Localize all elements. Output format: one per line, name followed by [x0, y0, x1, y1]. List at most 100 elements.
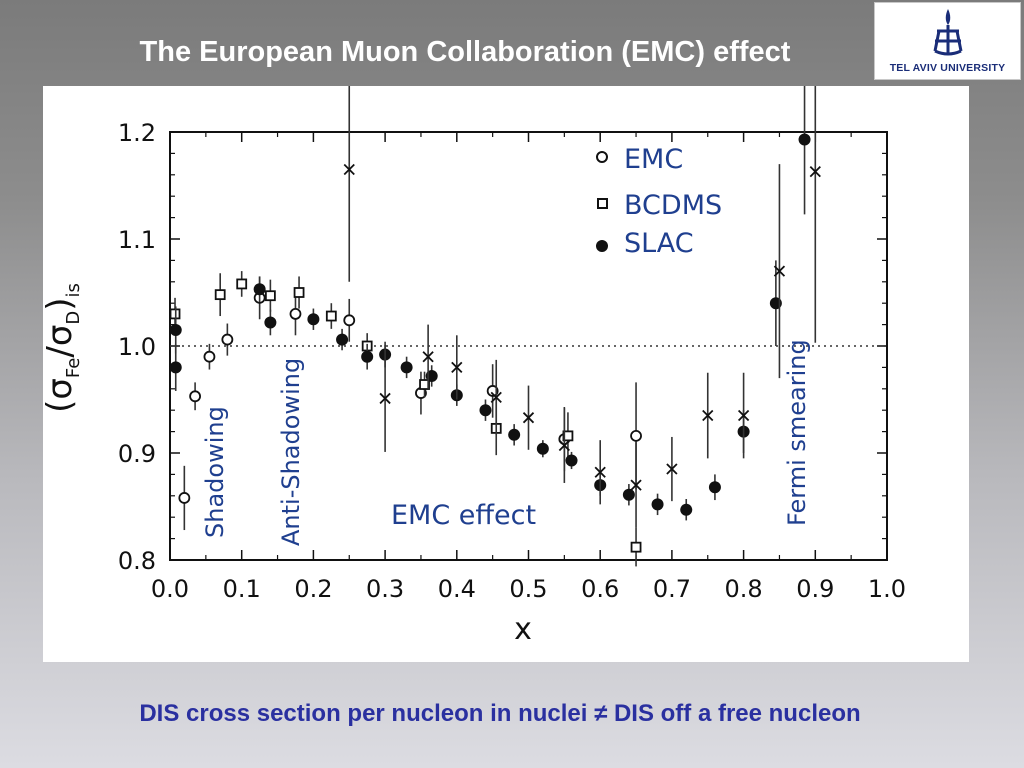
y-tick-label: 0.9 [118, 440, 156, 468]
emc-data-point [203, 350, 216, 363]
y-axis-label-sub-fe: Fe [63, 358, 84, 378]
region-label-emc-effect: EMC effect [391, 500, 536, 531]
slac-data-point [400, 361, 413, 374]
plot-panel: 0.0 0.1 0.2 0.3 0.4 0.5 0.6 0.7 0.8 0.9 1.0 0.8 0.9 1… [40, 0, 969, 662]
x-tick-label: 0.3 [366, 575, 404, 603]
y-axis-label-close: ) [43, 297, 80, 310]
legend-slac-label: SLAC [624, 228, 694, 259]
unlabeled-data-point [522, 412, 535, 424]
legend-bcdms-marker [597, 198, 608, 209]
x-tick-label: 0.1 [223, 575, 261, 603]
x-tick-label: 0.7 [653, 575, 691, 603]
cross-stroke [737, 409, 750, 422]
unlabeled-data-point [451, 361, 463, 374]
x-tick-label: 1.0 [868, 575, 906, 603]
x-tick-label: 0.4 [438, 575, 476, 603]
slac-data-point [169, 361, 182, 374]
y-tick-label: 1.0 [118, 333, 156, 361]
emc-data-point [343, 314, 356, 327]
menorah-emblem-icon [933, 9, 963, 56]
x-tick-label: 0.8 [725, 575, 763, 603]
unlabeled-data-point [594, 466, 606, 478]
unlabeled-data-point [702, 409, 714, 422]
bcdms-data-point [214, 289, 226, 301]
slac-data-point [307, 313, 320, 326]
bcdms-data-point [264, 290, 276, 302]
x-tick-label: 0.2 [294, 575, 332, 603]
slac-data-point [253, 283, 266, 296]
cross-stroke [522, 412, 535, 424]
cross-stroke [666, 463, 678, 475]
cross-stroke [379, 392, 391, 405]
y-axis-label-sub-d: D [63, 311, 84, 325]
cross-stroke [558, 439, 570, 452]
cross-stroke [630, 479, 642, 491]
slac-data-point [479, 404, 492, 417]
slac-data-point [622, 488, 635, 501]
y-tick-label: 1.2 [118, 119, 156, 147]
y-axis-label-mid: /σ [43, 325, 80, 358]
slac-data-point [565, 454, 578, 467]
y-axis-label-sub-is: is [63, 283, 84, 297]
slac-data-point [508, 428, 521, 441]
unlabeled-data-point [490, 391, 502, 403]
cross-stroke [490, 391, 502, 403]
bcdms-data-point [630, 541, 642, 553]
unlabeled-data-point [343, 163, 355, 176]
x-tick-label: 0.6 [581, 575, 619, 603]
slac-data-point [361, 350, 374, 363]
bcdms-data-point [236, 278, 248, 290]
slide-title: The European Muon Collaboration (EMC) ef… [139, 36, 791, 68]
bcdms-data-point [293, 287, 305, 298]
x-axis-label: x [514, 612, 532, 647]
emc-data-point [486, 385, 499, 397]
cross-stroke [451, 361, 463, 374]
slac-data-point [336, 333, 349, 346]
svg-text:(σFe/σD)is: (σFe/σD)is [43, 283, 84, 413]
legend-emc-label: EMC [624, 144, 683, 175]
university-logo: TEL AVIV UNIVERSITY [874, 2, 1021, 80]
legend-slac-marker [596, 240, 608, 252]
unlabeled-data-point [737, 409, 750, 422]
emc-data-point [178, 492, 191, 504]
slac-data-point [798, 133, 811, 146]
bcdms-data-point [562, 430, 574, 442]
emc-data-point [189, 390, 201, 403]
y-tick-label: 0.8 [118, 547, 156, 575]
cross-stroke [809, 165, 821, 178]
unlabeled-data-point [630, 479, 642, 491]
region-label-shadowing: Shadowing [201, 406, 229, 538]
legend-emc-marker [596, 151, 608, 163]
y-axis-label: (σFe/σD)is [40, 283, 84, 413]
emc-data-point [289, 307, 302, 320]
unlabeled-data-point [773, 265, 786, 277]
unlabeled-data-point [422, 351, 434, 363]
slac-data-point [680, 503, 693, 516]
bcdms-data-point [419, 379, 430, 390]
emc-data-point [221, 333, 234, 346]
region-label-anti-shadowing: Anti-Shadowing [277, 358, 305, 546]
legend-bcdms-label: BCDMS [624, 190, 722, 221]
slac-data-point [536, 442, 549, 455]
bcdms-data-point [325, 310, 337, 322]
cross-stroke [594, 466, 606, 478]
emc-ratio-chart: 0.0 0.1 0.2 0.3 0.4 0.5 0.6 0.7 0.8 0.9 1.0 0.8 0.9 1… [40, 0, 906, 647]
cross-stroke [773, 265, 786, 277]
emc-data-point [630, 429, 642, 442]
y-tick-label: 1.1 [118, 226, 156, 254]
legend: EMC BCDMS SLAC [596, 144, 722, 259]
x-tick-label: 0.9 [796, 575, 834, 603]
region-label-fermi-smearing: Fermi smearing [783, 339, 811, 526]
slac-data-point [651, 498, 664, 511]
x-tick-label: 0.0 [151, 575, 189, 603]
slac-data-point [169, 323, 182, 336]
x-tick-label: 0.5 [509, 575, 547, 603]
unlabeled-data-point [666, 463, 678, 475]
cross-stroke [702, 409, 714, 422]
cross-stroke [422, 351, 434, 363]
cross-stroke [343, 163, 355, 176]
unlabeled-data-point [809, 165, 821, 178]
unlabeled-data-point [379, 392, 391, 405]
y-axis-label-open: (σ [43, 378, 80, 413]
slac-data-point [264, 316, 277, 329]
